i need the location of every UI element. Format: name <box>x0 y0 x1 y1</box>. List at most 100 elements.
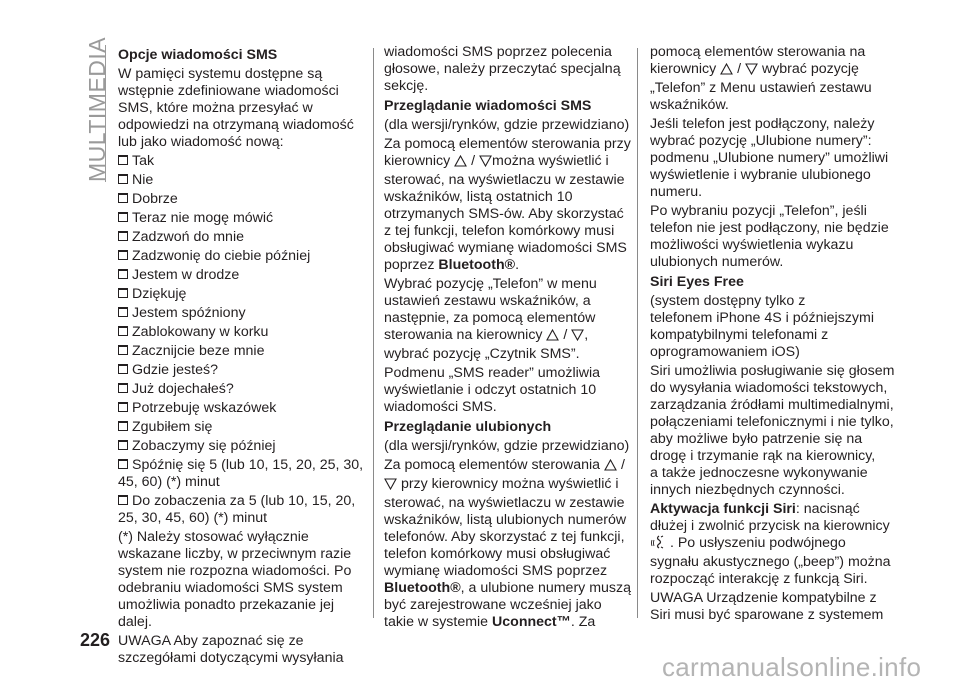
triangle-down-icon <box>384 478 397 495</box>
paragraph: Jeśli telefon jest podłączony, należy wyb… <box>650 116 910 201</box>
text-line: numeru. <box>650 184 703 200</box>
text-segment: kierownicy <box>384 153 455 169</box>
text-line: wskaźników, listą ostatnich 10 <box>384 189 573 205</box>
text-segment: wybrać pozycję <box>758 61 859 77</box>
text-line: wyświetlanie i odczyt ostatnich 10 <box>384 382 597 398</box>
section-heading: Opcje wiadomości SMS <box>118 47 368 64</box>
column-3: pomocą elementów sterowania na kierownicy… <box>650 44 910 626</box>
list-item: Zadzwoń do mnie <box>118 229 368 246</box>
text-line: Zadzwoń do mnie <box>118 229 368 246</box>
text-line: lub jako wiadomość nową: <box>118 134 284 150</box>
text-line: system nie rozpozna wiadomości. Po <box>118 563 352 579</box>
list-item: Zadzwonię do ciebie później <box>118 248 368 265</box>
text-line: Zadzwonię do ciebie później <box>118 248 368 265</box>
text-line: Gdzie jesteś? <box>118 362 368 379</box>
text-segment: poprzez <box>384 257 439 273</box>
paragraph: (*) Należy stosować wyłącznie wskazane li… <box>118 529 368 631</box>
text-segment: , a ulubione numery muszą <box>460 580 631 596</box>
text-line: Opcje wiadomości SMS <box>118 47 278 63</box>
text-line: być zarejestrowane wcześniej jako <box>384 597 602 613</box>
text-line: umożliwia ponadto przekazanie jej <box>118 597 335 613</box>
text-segment: . Po usłyszeniu podwójnego <box>666 535 846 551</box>
text-segment: . <box>515 257 520 273</box>
text-line: dalej. <box>118 614 152 630</box>
text-line: Wybrać pozycję „Telefon” w menu <box>384 276 597 292</box>
bold-term: Aktywacja funkcji Siri <box>650 501 796 517</box>
paragraph: Wybrać pozycję „Telefon” w menu ustawień … <box>384 276 634 363</box>
text-line: Siri umożliwia posługiwanie się głosem <box>650 363 895 379</box>
text-line: telefonem iPhone 4S i późniejszymi <box>650 310 874 326</box>
paragraph: pomocą elementów sterowania na kierownicy… <box>650 44 910 114</box>
column-divider <box>373 48 374 618</box>
paragraph: UWAGA Aby zapoznać się ze szczegółami dot… <box>118 633 368 667</box>
text-segment: sterowania na kierownicy <box>384 327 547 343</box>
text-line: ustawień zestawu wskaźników, a <box>384 293 591 309</box>
paragraph: Po wybraniu pozycji „Telefon”, jeśli tele… <box>650 203 910 271</box>
text-line: Siri musi być sparowane z systemem <box>650 607 884 623</box>
text-line: wiadomości SMS poprzez polecenia <box>384 44 612 60</box>
text-line: dłużej i zwolnić przycisk na kierownicy <box>650 518 890 534</box>
text-line: „Telefon” z Menu ustawień zestawu <box>650 80 872 96</box>
text-line: przy kierownicy można wyświetlić i <box>384 476 634 495</box>
text-line: Już dojechałeś? <box>118 381 368 398</box>
text-line: kompatybilnymi telefonami z <box>650 327 829 343</box>
text-line: Nie <box>118 172 368 189</box>
list-item: Jestem w drodze <box>118 267 368 284</box>
list-item: Teraz nie mogę mówić <box>118 210 368 227</box>
text-line: Do zobaczenia za 5 (lub 10, 15, 20, <box>118 493 368 510</box>
paragraph: Aktywacja funkcji Siri: nacisnąć dłużej i… <box>650 501 910 588</box>
list-item: Dziękuję <box>118 286 368 303</box>
text-line: poprzez Bluetooth®. <box>384 257 634 274</box>
paragraph: UWAGA Urządzenie kompatybilne z Siri musi… <box>650 590 910 624</box>
text-line: Siri Eyes Free <box>650 274 744 290</box>
list-item: Zobaczymy się później <box>118 438 368 455</box>
column-divider <box>637 48 638 618</box>
text-line: UWAGA Aby zapoznać się ze <box>118 633 304 649</box>
section-heading: Przeglądanie ulubionych <box>384 419 634 436</box>
triangle-down-icon <box>479 155 492 172</box>
list-item: Potrzebuję wskazówek <box>118 400 368 417</box>
paragraph: wiadomości SMS poprzez polecenia głosowe,… <box>384 44 634 95</box>
list-item: Jestem spóźniony <box>118 305 368 322</box>
text-line: pomocą elementów sterowania na <box>650 44 866 60</box>
text-line: wskaźników. <box>650 97 729 113</box>
section-heading: Przeglądanie wiadomości SMS <box>384 98 634 115</box>
text-line: sterowania na kierownicy / , <box>384 327 634 346</box>
text-segment: przy kierownicy można wyświetlić i <box>397 476 619 492</box>
text-line: wskaźników, listą ulubionych numerów <box>384 512 627 528</box>
paragraph: Za pomocą elementów sterowania / przy ki… <box>384 457 634 631</box>
list-item: Zgubiłem się <box>118 419 368 436</box>
list-item: Gdzie jesteś? <box>118 362 368 379</box>
list-item: Zablokowany w korku <box>118 324 368 341</box>
bold-term: Bluetooth® <box>438 257 516 273</box>
text-line: z tej funkcji, telefon komórkowy musi <box>384 223 615 239</box>
text-line: Bluetooth®, a ulubione numery muszą <box>384 580 634 597</box>
text-line: SMS, które można przesyłać w <box>118 100 313 116</box>
text-line: Jestem spóźniony <box>118 305 368 322</box>
text-line: następnie, za pomocą elementów <box>384 310 596 326</box>
text-line: takie w systemie Uconnect™. Za <box>384 614 634 631</box>
text-line: Przeglądanie ulubionych <box>384 419 552 435</box>
paragraph: Siri umożliwia posługiwanie się głosem do… <box>650 363 910 499</box>
text-line: wybrać pozycję „Czytnik SMS”. <box>384 346 580 362</box>
text-line: sterować, na wyświetlaczu w zestawie <box>384 495 625 511</box>
text-line: wyświetlenie i wybranie ulubionego <box>650 167 871 183</box>
text-segment: / <box>467 153 479 169</box>
list-item: Do zobaczenia za 5 (lub 10, 15, 20, 25, 3… <box>118 493 368 527</box>
text-line: 25, 30, 45, 60) (*) minut <box>118 510 268 526</box>
text-segment: / <box>617 457 625 473</box>
paragraph: W pamięci systemu dostępne są wstępnie zd… <box>118 66 368 151</box>
text-line: Zgubiłem się <box>118 419 368 436</box>
text-line: Tak <box>118 153 368 170</box>
list-item: Dobrze <box>118 191 368 208</box>
text-line: wskazane liczby, w przeciwnym razie <box>118 546 352 562</box>
text-line: a także jednoczesne wykonywanie <box>650 465 868 481</box>
text-line: rozpocząć interakcję z funkcją Siri. <box>650 571 868 587</box>
text-line: kierownicy / wybrać pozycję <box>650 61 910 80</box>
text-line: wymianę wiadomości SMS poprzez <box>384 563 608 579</box>
text-line: aby możliwe było patrzenie się na <box>650 431 863 447</box>
text-line: Zacznijcie beze mnie <box>118 343 368 360</box>
text-segment: kierownicy <box>650 61 721 77</box>
triangle-up-icon <box>454 154 468 172</box>
paragraph: (dla wersji/rynków, gdzie przewidziano) <box>384 438 634 455</box>
